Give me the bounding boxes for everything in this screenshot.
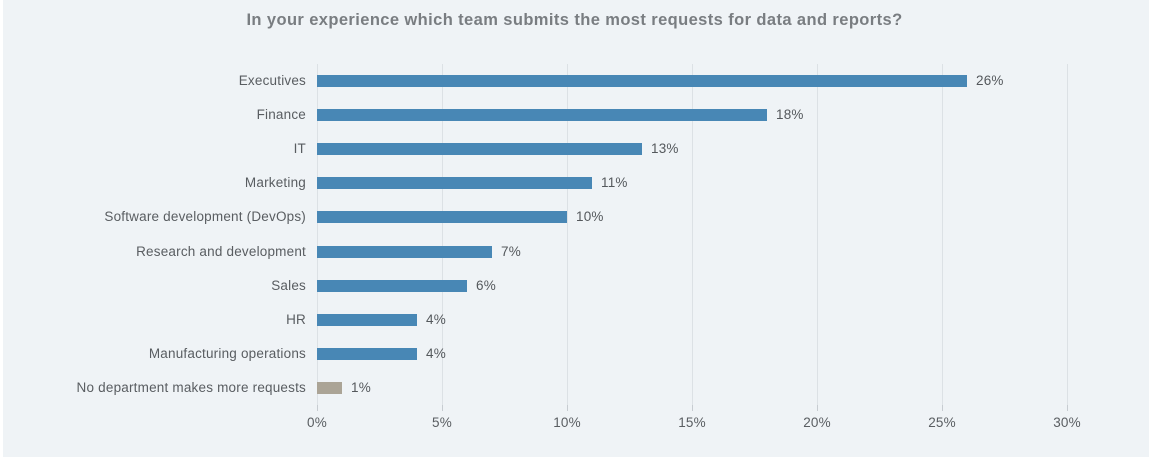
category-label: Finance [256,107,306,123]
category-label: IT [293,141,306,157]
x-axis-tick-mark [692,405,693,411]
value-label: 4% [426,311,446,327]
value-label: 18% [776,107,804,123]
value-label: 4% [426,345,446,361]
gridline [692,64,693,405]
x-axis-tick-label: 15% [678,415,706,430]
value-label: 10% [576,209,604,225]
bar [317,381,342,394]
bar [317,75,967,88]
category-label: Marketing [244,175,306,191]
x-axis-tick-mark [567,405,568,411]
x-axis-tick-label: 30% [1053,415,1081,430]
x-axis-tick-mark [1067,405,1068,411]
x-axis-tick-label: 20% [803,415,831,430]
x-axis-tick-mark [442,405,443,411]
value-label: 11% [601,175,628,191]
value-label: 26% [976,73,1004,89]
x-axis-tick-mark [817,405,818,411]
value-label: 7% [501,243,521,259]
bar [317,313,417,326]
gridline [817,64,818,405]
gridline [1067,64,1068,405]
category-label: No department makes more requests [76,379,306,395]
bar [317,143,642,156]
bar [317,211,567,224]
category-label: Software development (DevOps) [104,209,306,225]
gridline [442,64,443,405]
chart-title: In your experience which team submits th… [246,11,903,29]
value-label: 6% [476,277,496,293]
bar [317,347,417,360]
category-label: Sales [271,277,306,293]
category-label: Manufacturing operations [148,345,306,361]
x-axis-tick-mark [942,405,943,411]
gridline [567,64,568,405]
bar [317,109,767,122]
page-left-edge [0,0,3,457]
gridline [317,64,318,405]
bar [317,177,592,190]
gridline [942,64,943,405]
bar [317,245,492,258]
x-axis-tick-label: 10% [553,415,581,430]
category-label: Research and development [136,243,306,259]
x-axis-tick-label: 0% [307,415,327,430]
category-label: Executives [238,73,306,89]
value-label: 13% [651,141,679,157]
x-axis-tick-label: 25% [928,415,956,430]
x-axis-tick-label: 5% [432,415,452,430]
bar [317,279,467,292]
category-label: HR [286,311,306,327]
value-label: 1% [351,379,371,395]
x-axis-tick-mark [317,405,318,411]
